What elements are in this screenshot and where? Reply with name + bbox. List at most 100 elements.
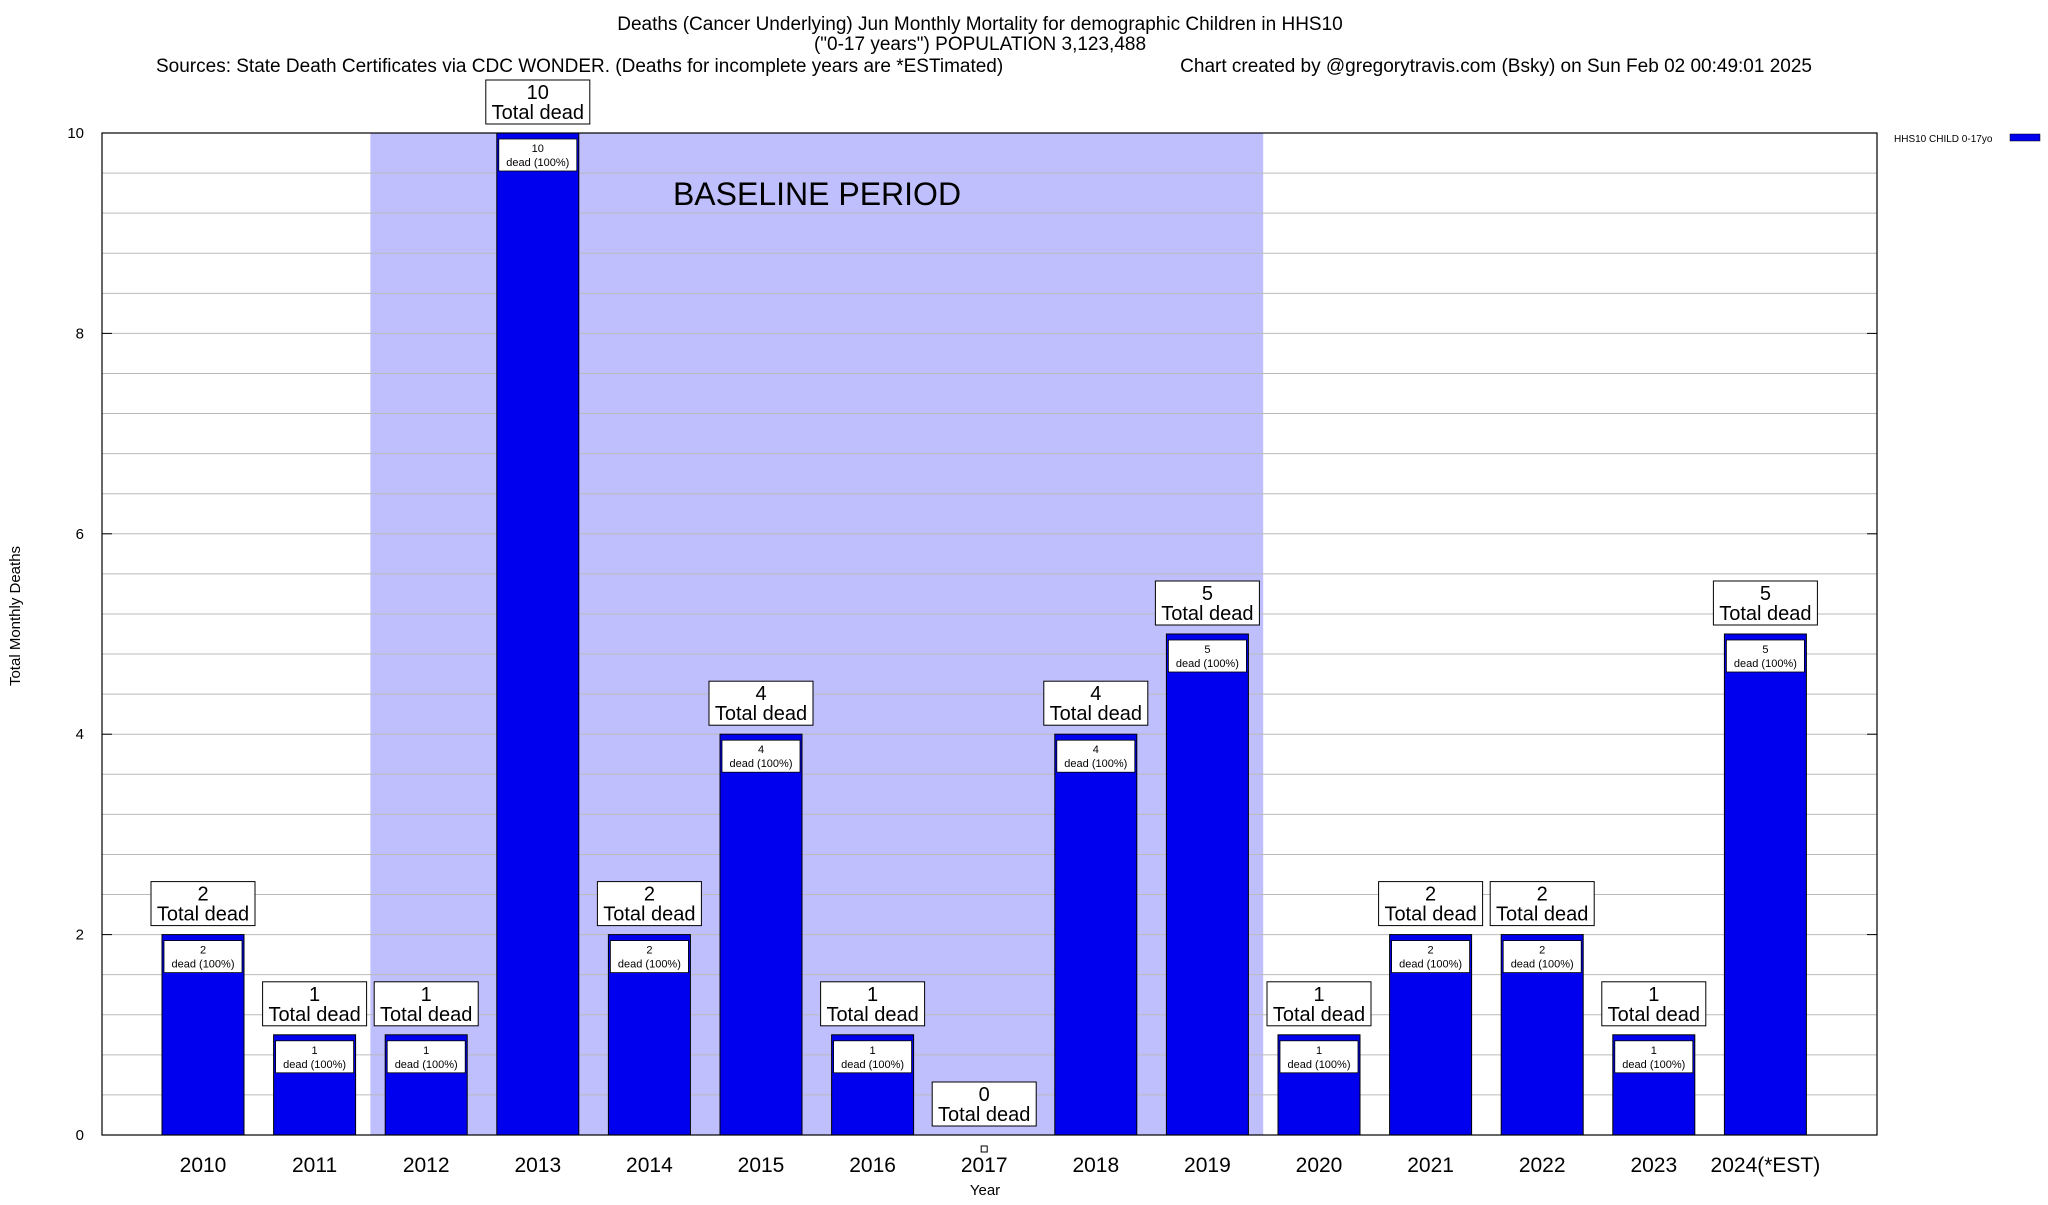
x-tick-label-2021: 2021 — [1407, 1154, 1454, 1177]
total-label-text: Total dead — [268, 1004, 360, 1026]
chart-credit: Chart created by @gregorytravis.com (Bsk… — [1180, 56, 1812, 77]
inner-label-box — [610, 940, 689, 973]
inner-label-value: 1 — [1316, 1045, 1322, 1057]
y-tick-label-2: 2 — [76, 927, 84, 944]
total-label-value: 2 — [644, 884, 655, 906]
bar-group-2019: 5 dead (100%) — [1165, 633, 1249, 1136]
inner-label-value: 1 — [312, 1045, 318, 1057]
total-label-text: Total dead — [1161, 603, 1253, 625]
total-label-text: Total dead — [492, 102, 584, 124]
total-label-text: Total dead — [1273, 1004, 1365, 1026]
total-label-value: 4 — [755, 683, 766, 705]
x-tick-label-2018: 2018 — [1072, 1154, 1119, 1177]
chart-title-line-1: Deaths (Cancer Underlying) Jun Monthly M… — [617, 14, 1342, 35]
chart-title-line-2: ("0-17 years") POPULATION 3,123,488 — [814, 34, 1146, 55]
inner-label-box — [1391, 940, 1470, 973]
inner-label-text: dead (100%) — [1064, 758, 1127, 770]
inner-label-text: dead (100%) — [1622, 1059, 1685, 1071]
inner-label-text: dead (100%) — [506, 157, 569, 169]
bar-group-2023: 1 dead (100%) — [1612, 1034, 1696, 1136]
legend-label: HHS10 CHILD 0-17yo — [1894, 134, 1993, 145]
legend: HHS10 CHILD 0-17yo — [1894, 133, 2041, 145]
inner-label-value: 5 — [1762, 644, 1768, 656]
total-label-box — [820, 981, 926, 1027]
inner-label-box — [163, 940, 243, 973]
x-tick-label-2016: 2016 — [849, 1154, 896, 1177]
total-label-box — [596, 881, 702, 927]
inner-label-value: 10 — [532, 143, 544, 155]
x-tick-label-2019: 2019 — [1184, 1154, 1231, 1177]
total-label-text: Total dead — [1608, 1004, 1700, 1026]
bar-group-2020: 1 dead (100%) — [1277, 1034, 1361, 1136]
total-label-box — [708, 680, 814, 726]
plot-frame — [101, 132, 1878, 1136]
total-label-value: 1 — [309, 984, 320, 1006]
bar-group-2013: 10 dead (100%) — [496, 132, 580, 1136]
bar-group-2017 — [980, 1145, 988, 1153]
total-label-box — [485, 79, 591, 125]
total-label-value: 4 — [1090, 683, 1101, 705]
bar-2015 — [719, 733, 803, 1136]
total-label-text: Total dead — [1496, 904, 1588, 926]
baseline-period-label: BASELINE PERIOD — [673, 176, 961, 212]
total-label-text: Total dead — [715, 703, 807, 725]
x-tick-label-2015: 2015 — [738, 1154, 785, 1177]
x-tick-label-2024(*EST): 2024(*EST) — [1711, 1154, 1821, 1177]
y-tick-label-4: 4 — [76, 726, 84, 743]
total-label-text: Total dead — [157, 904, 249, 926]
inner-label-box — [833, 1040, 912, 1074]
total-label-box — [1712, 580, 1818, 626]
bar-2019 — [1165, 633, 1249, 1136]
inner-label-box — [498, 138, 578, 172]
total-label-value: 10 — [527, 82, 549, 104]
x-tick-label-2017: 2017 — [961, 1154, 1008, 1177]
total-label-value: 2 — [1425, 884, 1436, 906]
x-tick-label-2013: 2013 — [514, 1154, 561, 1177]
total-label-value: 5 — [1202, 583, 1213, 605]
inner-label-value: 2 — [646, 945, 652, 957]
total-label-text: Total dead — [938, 1104, 1030, 1126]
inner-label-box — [1056, 739, 1136, 773]
y-tick-label-10: 10 — [67, 125, 84, 142]
chart-sources-note: Sources: State Death Certificates via CD… — [156, 56, 1003, 77]
inner-label-value: 1 — [870, 1045, 876, 1057]
y-tick-label-8: 8 — [76, 325, 84, 342]
legend-swatch — [2009, 133, 2041, 142]
total-label-box — [1043, 680, 1149, 726]
total-label-value: 1 — [867, 984, 878, 1006]
inner-label-value: 2 — [1428, 945, 1434, 957]
bar-group-2012: 1 dead (100%) — [384, 1034, 468, 1136]
bar-group-2015: 4 dead (100%) — [719, 733, 803, 1136]
total-label-text: Total dead — [826, 1004, 918, 1026]
inner-label-box — [1168, 639, 1247, 673]
bar-group-2016: 1 dead (100%) — [831, 1034, 915, 1136]
inner-label-value: 2 — [200, 945, 206, 957]
inner-label-value: 4 — [758, 744, 764, 756]
total-label-value: 1 — [1313, 984, 1324, 1006]
total-label-text: Total dead — [380, 1004, 472, 1026]
total-label-box — [1489, 881, 1595, 927]
total-label-text: Total dead — [1719, 603, 1811, 625]
y-tick-label-6: 6 — [76, 526, 84, 543]
bar-group-2021: 2 dead (100%) — [1389, 934, 1473, 1136]
bar-group-2022: 2 dead (100%) — [1500, 934, 1584, 1136]
bar-2018 — [1054, 733, 1138, 1136]
x-tick-label-2010: 2010 — [180, 1154, 227, 1177]
inner-label-text: dead (100%) — [172, 959, 235, 971]
inner-label-text: dead (100%) — [841, 1059, 904, 1071]
x-axis-label: Year — [970, 1182, 1000, 1199]
bar-group-2024(*EST): 5 dead (100%) — [1723, 633, 1807, 1136]
total-label-value: 0 — [979, 1084, 990, 1106]
inner-label-value: 2 — [1539, 945, 1545, 957]
inner-label-text: dead (100%) — [1288, 1059, 1351, 1071]
bar-group-2010: 2 dead (100%) — [161, 934, 245, 1136]
